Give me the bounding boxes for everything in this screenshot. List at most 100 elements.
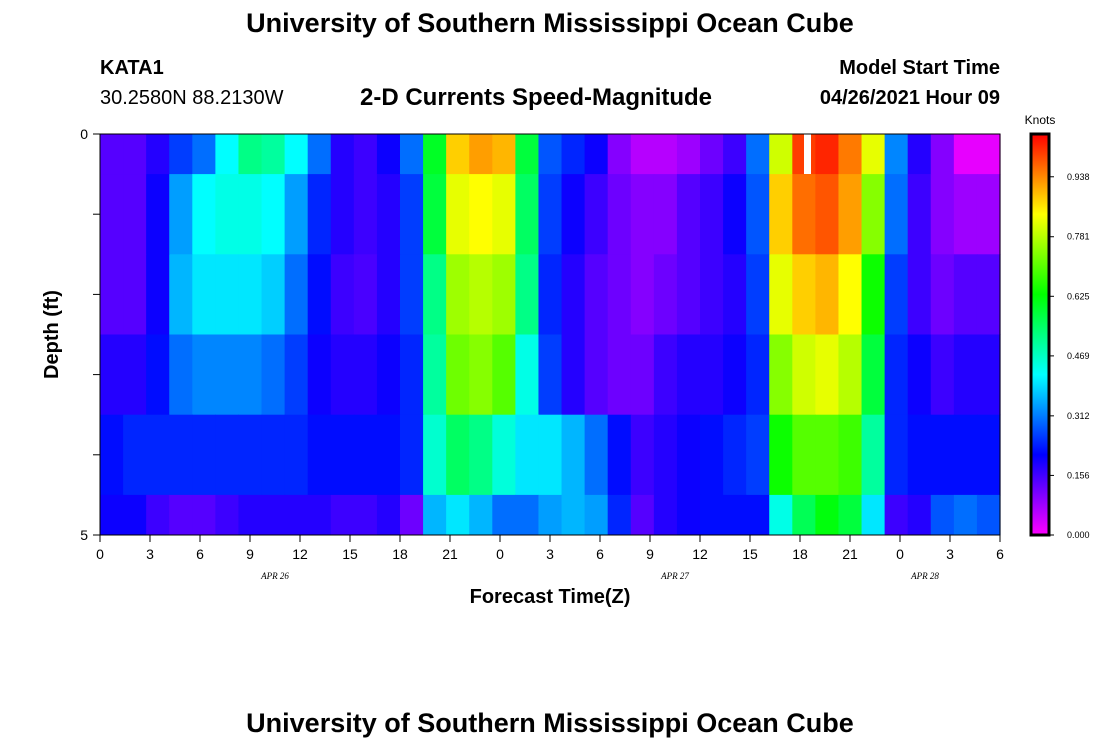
colorbar-tick-label: 0.625 [1067,291,1090,301]
heatmap-cell [769,494,793,536]
heatmap-cell [653,254,678,335]
heatmap-cell [423,174,447,255]
heatmap-cell [238,254,263,335]
x-tick-label: 9 [646,546,654,562]
heatmap-cell [723,334,747,416]
heatmap-cell [861,414,886,496]
heatmap-cell [607,134,632,175]
x-tick-label: 21 [842,546,858,562]
heatmap-cell [307,254,332,335]
heatmap-cell [446,414,470,496]
colorbar: 0.000 0.156 0.312 0.469 0.625 0.781 0.938 [1029,132,1090,540]
heatmap-cell [792,254,816,335]
heatmap-cell [169,174,193,255]
heatmap-cell [238,174,263,255]
heatmap-cell [953,414,978,496]
heatmap-cell [676,494,701,536]
y-axis-label: Depth (ft) [41,290,63,379]
heatmap-cell [100,494,124,536]
heatmap-cell [584,174,609,255]
colorbar-title: Knots [1025,113,1056,127]
heatmap-cell [838,414,863,496]
heatmap-cell [676,414,701,496]
x-tick-label: 12 [692,546,708,562]
heatmap-cell [976,174,1001,255]
heatmap-cell [700,254,724,335]
heatmap-cell [307,414,332,496]
x-tick-label: 12 [292,546,308,562]
heatmap-cell [930,494,955,536]
x-tick-label: 0 [896,546,904,562]
heatmap-cell [700,134,724,175]
heatmap-cell [353,414,378,496]
heatmap-cell [584,134,609,175]
heatmap-cell [330,134,355,175]
heatmap-cell [884,414,909,496]
heatmap-cell [192,134,216,175]
heatmap-cell [376,494,401,536]
heatmap-cell [123,414,147,496]
heatmap-cell [838,134,863,175]
heatmap-cell [238,134,263,175]
heatmap-cell [884,254,909,335]
heatmap-cell [861,134,886,175]
y-tick-label: 5 [80,527,88,543]
colorbar-gradient [1029,132,1051,537]
heatmap-cell [676,334,701,416]
heatmap-cell [284,494,309,536]
heatmap-cell [169,494,193,536]
heatmap-cell [630,334,655,416]
heatmap-cell [746,334,770,416]
heatmap-cell [146,174,170,255]
heatmap-cell [746,414,770,496]
heatmap-cell [100,134,124,175]
heatmap-cell [630,174,655,255]
heatmap-cell [723,174,747,255]
heatmap-cell [123,254,147,335]
heatmap-cell [446,254,470,335]
heatmap-cell [169,334,193,416]
heatmap-cell [953,134,978,175]
heatmap-cell [538,494,563,536]
heatmap-cell [353,494,378,536]
heatmap-cell [538,174,563,255]
heatmap-cell [723,254,747,335]
heatmap-cell [330,494,355,536]
date-label: APR 27 [660,571,689,581]
heatmap-cell [630,494,655,536]
x-tick-label: 0 [96,546,104,562]
date-label: APR 28 [910,571,939,581]
colorbar-tick-label: 0.781 [1067,232,1090,242]
heatmap-cell [861,334,886,416]
heatmap-cell [515,494,540,536]
heatmap-cell [953,494,978,536]
heatmap-cell [446,134,470,175]
heatmap-cell [930,134,955,175]
heatmap-cell [123,174,147,255]
heatmap-cell [700,494,724,536]
heatmap-cell [792,334,816,416]
heatmap-cell [353,134,378,175]
heatmap-cell [953,254,978,335]
heatmap-cell [723,494,747,536]
heatmap-cell [769,254,793,335]
heatmap-cell [446,494,470,536]
heatmap-cell [376,414,401,496]
heatmap-cell [907,174,932,255]
heatmap-cell [492,254,516,335]
x-tick-label: 15 [342,546,358,562]
heatmap-cell [192,174,216,255]
heatmap-cell [723,134,747,175]
heatmap-cell [100,254,124,335]
heatmap-cell [284,414,309,496]
heatmap-cell [146,134,170,175]
heatmap-cell [746,494,770,536]
heatmap-cell [538,334,563,416]
heatmap-cell [561,334,586,416]
heatmap-cell [215,334,240,416]
heatmap-cell [815,334,840,416]
heatmap-cell [676,174,701,255]
heatmap-cell [607,254,632,335]
heatmap-cell [492,334,516,416]
